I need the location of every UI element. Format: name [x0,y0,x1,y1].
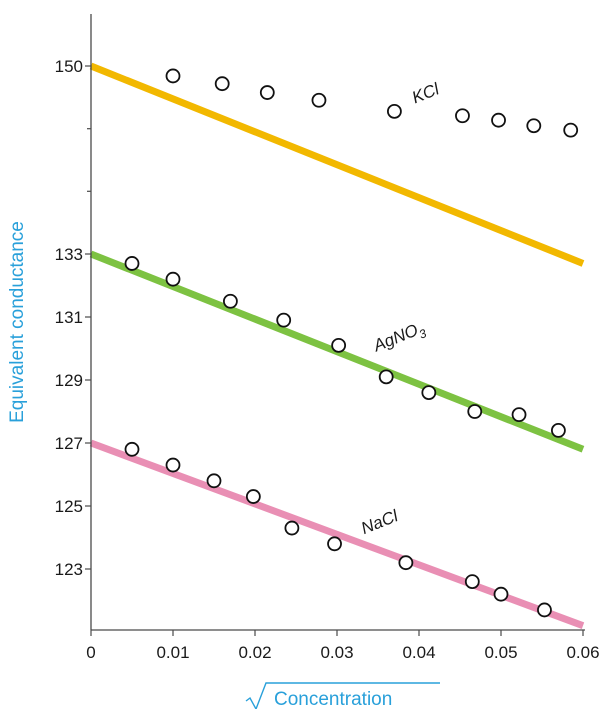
y-tick-label: 133 [55,245,83,264]
agno3-data-point [165,271,181,287]
agno3-data-point [124,256,140,271]
kcl-data-point [491,112,506,128]
kcl-data-point [311,92,327,108]
square-root-symbol [245,682,440,709]
x-tick-label: 0.04 [402,643,435,662]
kcl-fit-line [89,62,585,267]
nacl-data-point [398,555,414,571]
kcl-data-point [563,122,579,138]
axes: 0 0.01 0.02 0.03 0.04 0.05 0.06 150 133 131 129 127… [55,14,600,662]
nacl-data-point [327,536,342,552]
kcl-data-point [455,108,470,124]
agno3-data-point [276,312,292,328]
x-tick-label: 0.05 [484,643,517,662]
kcl-data-point [165,68,181,84]
nacl-data-point [537,602,552,618]
nacl-data-point [284,520,300,536]
nacl-data-point [206,473,222,489]
kcl-data-point [259,85,275,100]
agno3-label: AgNO3 [370,318,429,360]
kcl-data-point [214,76,230,92]
x-tick-label: 0.03 [320,643,353,662]
nacl-data-point [165,457,181,473]
annotations: KCl AgNO3 NaCl [358,79,442,538]
x-tick-label: 0.01 [156,643,189,662]
nacl-data-point [124,441,140,457]
nacl-data-point [464,574,480,589]
y-tick-label: 127 [55,434,83,453]
agno3-data-point [331,337,347,353]
kcl-data-point [526,118,542,134]
agno3-data-point [551,422,566,438]
agno3-data-point [511,407,527,423]
y-tick-label: 131 [55,308,83,327]
x-tick-label: 0.02 [238,643,271,662]
x-tick-label: 0 [86,643,95,662]
y-tick-label: 150 [55,57,83,76]
agno3-data-point [378,369,394,385]
agno3-data-point [421,385,437,401]
x-axis-title: Concentration [274,689,392,709]
nacl-label: NaCl [358,506,401,538]
agno3-data-point [222,293,238,309]
nacl-data-point [493,586,509,602]
y-tick-label: 129 [55,371,83,390]
y-tick-label: 123 [55,560,83,579]
kcl-data-point [386,103,402,119]
nacl-fit-line [89,439,585,629]
kcl-label: KCl [409,79,443,107]
nacl-data-point [245,489,261,504]
agno3-data-point [467,404,483,419]
plot-marks [89,62,585,629]
y-tick-label: 125 [55,497,83,516]
x-tick-label: 0.06 [566,643,599,662]
axis-titles: Equivalent conductance Concentration [7,221,440,709]
y-axis-title: Equivalent conductance [7,221,28,423]
